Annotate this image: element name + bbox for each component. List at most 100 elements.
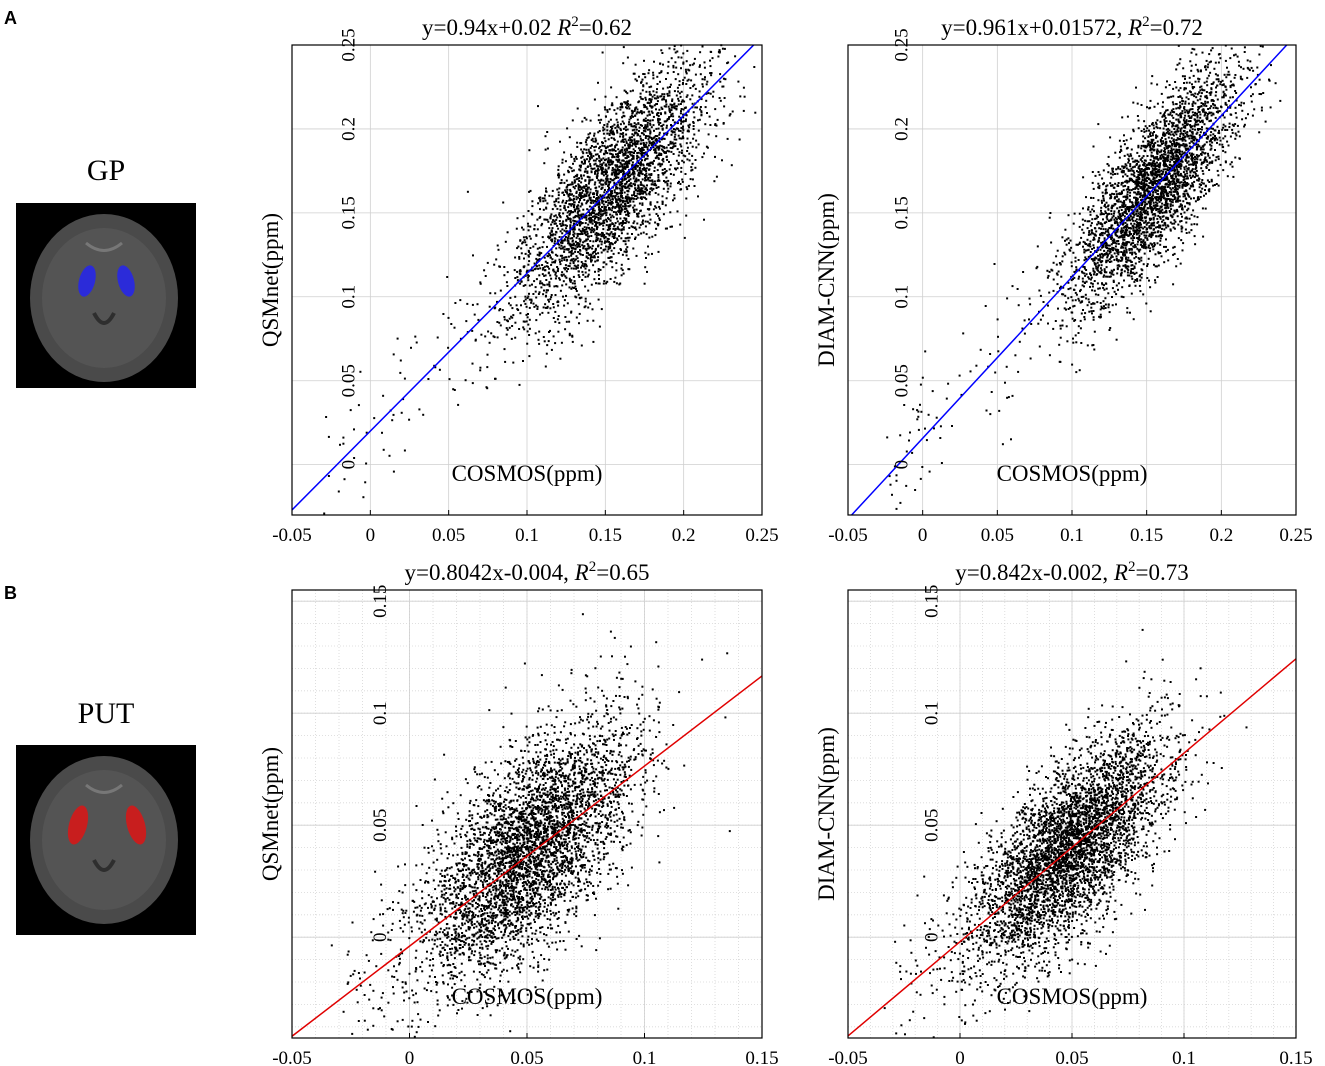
scatter-point [1240, 101, 1243, 104]
scatter-point [636, 165, 639, 168]
scatter-point [1204, 207, 1207, 210]
scatter-point [575, 255, 578, 258]
scatter-point [665, 78, 667, 80]
scatter-point [634, 180, 637, 183]
scatter-point [1188, 231, 1191, 234]
scatter-point [479, 281, 482, 284]
scatter-point [666, 227, 668, 230]
scatter-point [1194, 128, 1197, 131]
scatter-point [631, 194, 633, 197]
scatter-point [620, 206, 623, 209]
scatter-point [658, 133, 661, 136]
scatter-point [572, 247, 574, 250]
scatter-point [1038, 345, 1041, 348]
scatter-point [1218, 136, 1221, 139]
scatter-point [643, 185, 646, 188]
scatter-point [574, 250, 577, 253]
scatter-point [1101, 223, 1104, 226]
scatter-point [631, 161, 634, 164]
scatter-point [1173, 160, 1176, 163]
scatter-point [629, 178, 632, 181]
scatter-point [1107, 228, 1110, 231]
scatter-point [1165, 209, 1168, 212]
scatter-point [620, 249, 622, 251]
scatter-point [587, 186, 590, 189]
scatter-point [619, 189, 622, 192]
scatter-point [522, 215, 525, 218]
scatter-point [664, 171, 667, 174]
scatter-point [585, 239, 588, 242]
scatter-point [624, 219, 627, 221]
scatter-point [572, 233, 575, 236]
scatter-point [527, 323, 530, 326]
scatter-point [641, 146, 644, 149]
scatter-point [573, 157, 576, 160]
scatter-point [594, 252, 597, 255]
scatter-point [597, 274, 600, 277]
scatter-point [580, 215, 583, 218]
scatter-point [552, 335, 555, 338]
scatter-point [611, 149, 614, 152]
scatter-point [630, 197, 633, 200]
scatter-point [508, 302, 510, 305]
scatter-point [587, 199, 589, 202]
scatter-point [583, 226, 586, 229]
scatter-point [594, 204, 597, 207]
scatter-point [687, 124, 690, 127]
scatter-point [653, 180, 656, 183]
scatter-point [656, 103, 658, 105]
scatter-point [600, 183, 603, 186]
scatter-point [1151, 75, 1154, 78]
scatter-point [609, 208, 611, 211]
scatter-point [607, 180, 610, 183]
scatter-point [610, 163, 613, 166]
scatter-point [586, 238, 589, 241]
scatter-point [753, 66, 756, 68]
scatter-point [1149, 205, 1152, 207]
scatter-point [1181, 75, 1184, 78]
scatter-point [509, 304, 512, 307]
scatter-point [596, 191, 599, 194]
scatter-point [645, 257, 647, 259]
scatter-point [644, 220, 647, 223]
scatter-point [422, 413, 425, 416]
scatter-point [1194, 114, 1197, 117]
scatter-point [1156, 155, 1159, 158]
scatter-point [556, 188, 559, 191]
scatter-point [572, 219, 575, 222]
scatter-point [1209, 143, 1212, 146]
scatter-point [663, 137, 666, 140]
scatter-point [637, 151, 640, 154]
scatter-point [683, 100, 686, 103]
scatter-point [1193, 223, 1196, 226]
scatter-point [668, 160, 670, 163]
scatter-point [570, 254, 573, 257]
scatter-point [655, 146, 658, 149]
scatter-point [479, 282, 482, 285]
scatter-point [519, 273, 522, 276]
scatter-point [598, 130, 601, 132]
scatter-point [606, 171, 608, 174]
scatter-point [568, 334, 571, 337]
scatter-point [715, 175, 718, 178]
scatter-point [620, 267, 623, 270]
scatter-point [1155, 134, 1157, 137]
scatter-point [503, 348, 506, 351]
scatter-point [590, 139, 593, 142]
scatter-point [528, 355, 531, 358]
scatter-point [641, 98, 644, 101]
scatter-point [1123, 238, 1126, 241]
scatter-point [1126, 307, 1129, 310]
scatter-point [652, 115, 655, 118]
scatter-point [628, 172, 631, 175]
scatter-point [618, 198, 621, 201]
scatter-point [538, 264, 541, 267]
scatter-point [614, 240, 617, 243]
scatter-point [1190, 51, 1193, 54]
scatter-point [636, 157, 638, 160]
scatter-point [1046, 276, 1049, 279]
scatter-point [642, 85, 645, 88]
scatter-point [693, 133, 696, 136]
scatter-point [535, 278, 538, 281]
